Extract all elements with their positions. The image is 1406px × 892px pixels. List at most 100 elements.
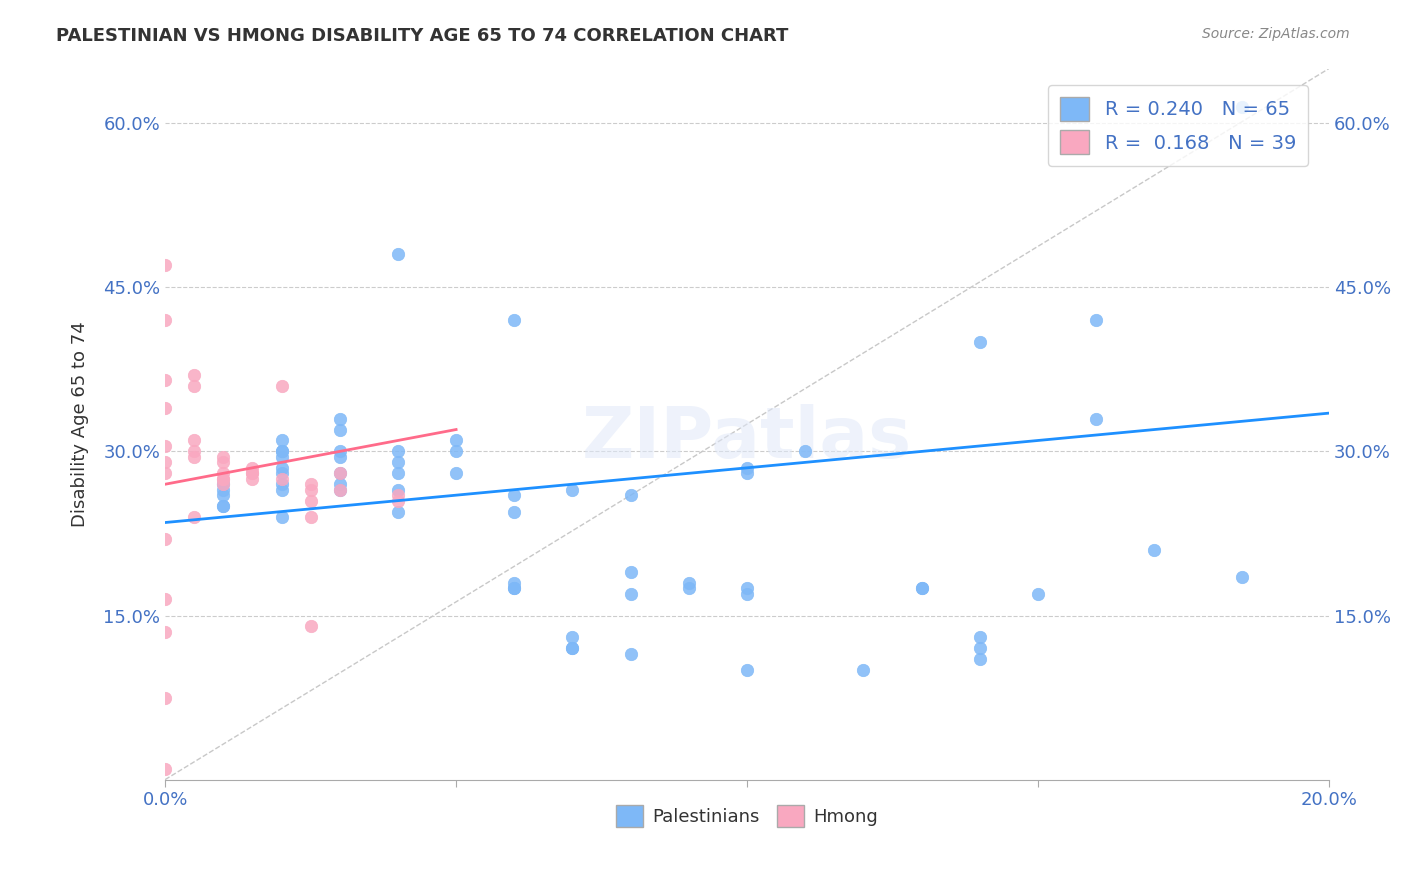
Point <box>444 434 467 448</box>
Point <box>620 488 643 502</box>
Point <box>212 455 235 469</box>
Point <box>212 488 235 502</box>
Point <box>387 505 409 519</box>
Point <box>1026 587 1049 601</box>
Point <box>329 483 352 497</box>
Point <box>329 423 352 437</box>
Point <box>183 450 205 464</box>
Point <box>444 444 467 458</box>
Point <box>242 472 264 486</box>
Point <box>1143 542 1166 557</box>
Point <box>387 493 409 508</box>
Point <box>329 450 352 464</box>
Point <box>969 652 991 666</box>
Point <box>1085 411 1108 425</box>
Point <box>153 439 176 453</box>
Point <box>503 505 526 519</box>
Point <box>735 460 758 475</box>
Point <box>1230 570 1253 584</box>
Point <box>212 472 235 486</box>
Point <box>735 663 758 677</box>
Point <box>299 493 322 508</box>
Point <box>561 631 583 645</box>
Point <box>561 641 583 656</box>
Point <box>212 477 235 491</box>
Point <box>1230 100 1253 114</box>
Point <box>242 467 264 481</box>
Point <box>444 467 467 481</box>
Point <box>852 663 875 677</box>
Point <box>735 581 758 595</box>
Point <box>329 477 352 491</box>
Point <box>794 444 817 458</box>
Point <box>387 444 409 458</box>
Point <box>212 450 235 464</box>
Point <box>270 477 292 491</box>
Point <box>153 592 176 607</box>
Point <box>678 581 700 595</box>
Point <box>329 467 352 481</box>
Text: PALESTINIAN VS HMONG DISABILITY AGE 65 TO 74 CORRELATION CHART: PALESTINIAN VS HMONG DISABILITY AGE 65 T… <box>56 27 789 45</box>
Point <box>153 624 176 639</box>
Point <box>503 581 526 595</box>
Point <box>270 444 292 458</box>
Point <box>735 467 758 481</box>
Point <box>270 467 292 481</box>
Point <box>270 378 292 392</box>
Point <box>183 368 205 382</box>
Text: ZIPatlas: ZIPatlas <box>582 404 912 473</box>
Point <box>329 411 352 425</box>
Point <box>387 467 409 481</box>
Point <box>153 373 176 387</box>
Point <box>620 647 643 661</box>
Point <box>387 247 409 261</box>
Point <box>153 690 176 705</box>
Point <box>270 510 292 524</box>
Point <box>299 477 322 491</box>
Legend: Palestinians, Hmong: Palestinians, Hmong <box>609 798 886 835</box>
Point <box>911 581 934 595</box>
Point <box>183 378 205 392</box>
Point <box>503 313 526 327</box>
Point <box>212 483 235 497</box>
Point <box>329 444 352 458</box>
Point <box>561 483 583 497</box>
Point <box>212 472 235 486</box>
Point <box>969 631 991 645</box>
Point <box>329 483 352 497</box>
Point <box>270 472 292 486</box>
Point <box>212 467 235 481</box>
Point <box>183 510 205 524</box>
Point <box>153 401 176 415</box>
Point <box>969 334 991 349</box>
Point <box>503 575 526 590</box>
Point <box>299 619 322 633</box>
Text: Source: ZipAtlas.com: Source: ZipAtlas.com <box>1202 27 1350 41</box>
Point <box>299 483 322 497</box>
Point <box>242 460 264 475</box>
Point <box>561 641 583 656</box>
Point <box>387 483 409 497</box>
Point <box>969 641 991 656</box>
Point <box>329 467 352 481</box>
Point <box>270 460 292 475</box>
Point <box>270 434 292 448</box>
Point <box>678 575 700 590</box>
Y-axis label: Disability Age 65 to 74: Disability Age 65 to 74 <box>72 321 89 527</box>
Point <box>212 499 235 513</box>
Point <box>153 455 176 469</box>
Point <box>620 587 643 601</box>
Point <box>503 488 526 502</box>
Point <box>153 467 176 481</box>
Point <box>153 532 176 546</box>
Point <box>735 587 758 601</box>
Point <box>212 499 235 513</box>
Point <box>387 455 409 469</box>
Point <box>1085 313 1108 327</box>
Point <box>242 467 264 481</box>
Point <box>183 444 205 458</box>
Point <box>911 581 934 595</box>
Point <box>270 450 292 464</box>
Point <box>299 510 322 524</box>
Point <box>270 444 292 458</box>
